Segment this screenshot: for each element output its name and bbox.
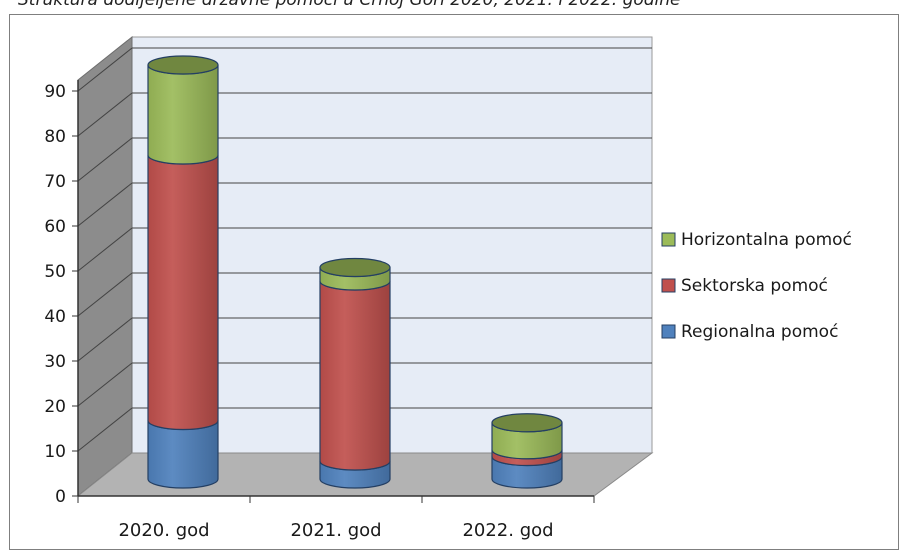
side-gridline xyxy=(77,92,133,137)
y-tick-label: 80 xyxy=(44,127,66,147)
side-gridline xyxy=(77,407,133,452)
y-tick-label: 10 xyxy=(44,442,66,462)
legend-swatch xyxy=(661,278,676,293)
y-tick-label: 70 xyxy=(44,172,66,192)
legend-label: Horizontalna pomoć xyxy=(681,230,852,250)
chart-frame: 0 10 20 30 40 50 60 70 80 90 2020. god 2021. god 20… xyxy=(9,14,899,550)
side-gridline xyxy=(77,362,133,407)
y-tick-label: 90 xyxy=(44,82,66,102)
legend: Horizontalna pomoć Sektorska pomoć Regiona… xyxy=(661,230,852,342)
bar-top-cap xyxy=(491,413,563,433)
x-category-label: 2022. god xyxy=(462,520,553,541)
side-gridline xyxy=(77,47,133,92)
side-gridline xyxy=(77,317,133,362)
legend-label: Regionalna pomoć xyxy=(681,322,838,342)
bars xyxy=(147,55,563,489)
side-gridline xyxy=(77,227,133,272)
bar-top-cap xyxy=(319,257,391,278)
y-tick-labels: 0 10 20 30 40 50 60 70 80 90 xyxy=(44,82,66,507)
y-tick-label: 20 xyxy=(44,397,66,417)
chart-axes xyxy=(72,80,595,503)
bar-segment xyxy=(147,420,219,489)
bar-stack-1 xyxy=(147,55,219,489)
y-tick-label: 40 xyxy=(44,307,66,327)
side-gridline xyxy=(77,272,133,317)
chart-caption: Struktura dodijeljene državne pomoći u C… xyxy=(18,0,681,10)
legend-swatch xyxy=(661,232,676,247)
side-gridline xyxy=(77,182,133,227)
x-category-label: 2021. god xyxy=(290,520,381,541)
y-tick-label: 50 xyxy=(44,262,66,282)
x-category-label: 2020. god xyxy=(118,520,209,541)
bar-segment xyxy=(147,154,219,431)
bar-segment xyxy=(147,64,219,165)
bar-stack-3 xyxy=(491,413,563,489)
x-category-labels: 2020. god 2021. god 2022. god xyxy=(118,520,553,541)
y-tick-label: 0 xyxy=(55,487,66,507)
legend-swatch xyxy=(661,324,676,339)
bar-stack-2 xyxy=(319,257,391,489)
legend-label: Sektorska pomoć xyxy=(681,276,828,296)
side-wall xyxy=(77,35,133,498)
bar-segment xyxy=(319,280,391,471)
top-strip: Struktura dodijeljene državne pomoći u C… xyxy=(0,0,901,14)
side-gridline xyxy=(77,137,133,182)
y-tick-label: 60 xyxy=(44,217,66,237)
gridlines xyxy=(77,47,652,497)
bar-top-cap xyxy=(147,55,219,75)
y-tick-label: 30 xyxy=(44,352,66,372)
